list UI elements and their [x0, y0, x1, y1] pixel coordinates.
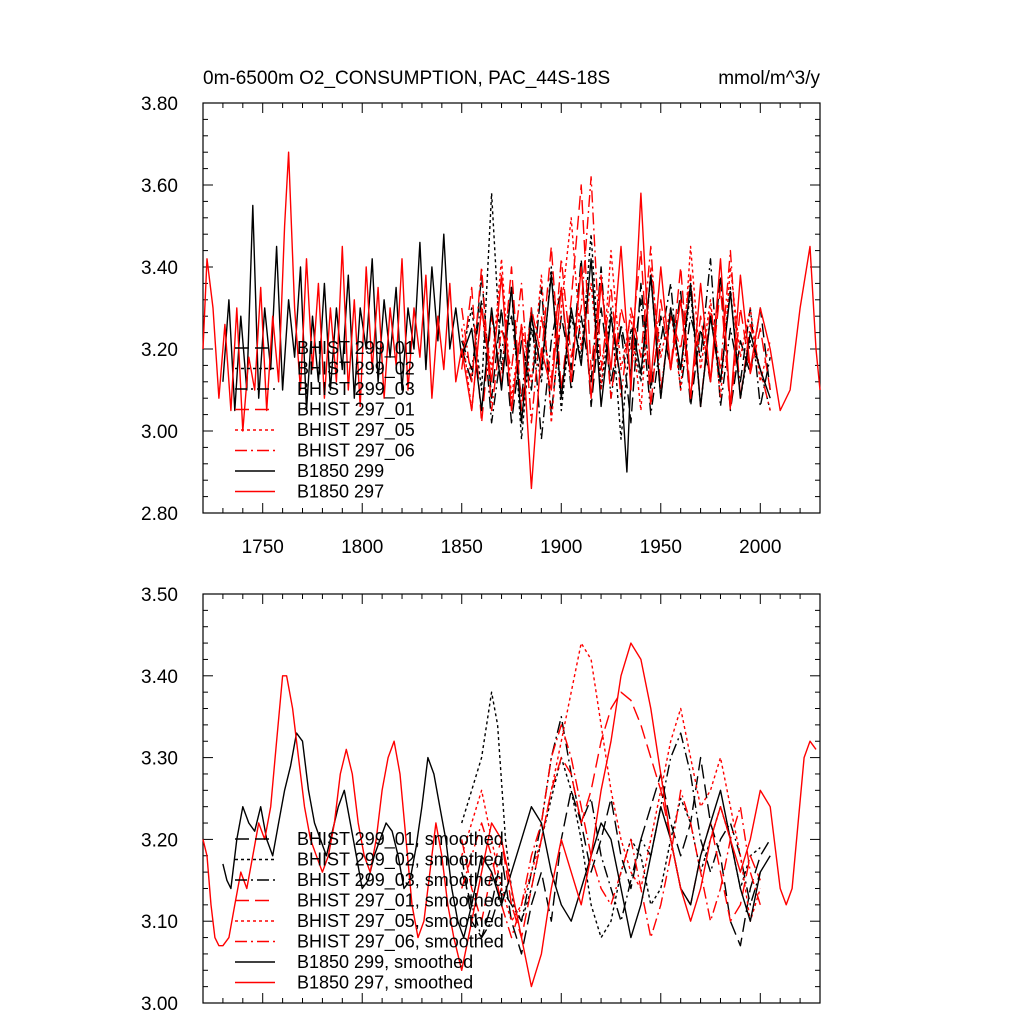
series-line: [461, 756, 771, 955]
legend-label: BHIST 297_06, smoothed: [297, 932, 504, 953]
y-tick-label: 3.30: [141, 749, 178, 770]
series-line: [461, 258, 771, 440]
legend-label: BHIST 297_06: [297, 441, 415, 462]
legend-label: B1850 297, smoothed: [297, 973, 473, 993]
y-tick-label: 3.20: [141, 830, 178, 851]
x-tick-label: 2000: [739, 537, 781, 558]
y-tick-label: 3.00: [141, 994, 178, 1015]
x-tick-label: 1750: [242, 537, 284, 558]
series-line: [461, 724, 761, 939]
legend-label: BHIST 297_05: [297, 420, 415, 441]
top-panel: 2.80 3.00 3.20 3.40 3.60 3.80 1750 1800 1850 1900…: [141, 94, 821, 558]
legend-label: BHIST 299_03, smoothed: [297, 870, 504, 891]
x-tick-label: 1850: [441, 537, 483, 558]
series-line: [202, 642, 817, 988]
legend-label: BHIST 299_02, smoothed: [297, 850, 504, 871]
legend-label: BHIST 299_01, smoothed: [297, 829, 504, 850]
series-line: [222, 732, 771, 939]
legend-label: B1850 297: [297, 482, 384, 502]
plot-frame: [202, 593, 821, 1004]
series-line: [202, 151, 821, 490]
legend-label: BHIST 297_01, smoothed: [297, 891, 504, 912]
y-tick-label: 3.50: [141, 585, 178, 606]
bottom-panel: 3.00 3.10 3.20 3.30 3.40 3.50 BHIST 299_01, sm…: [141, 585, 821, 1015]
legend-label: BHIST 299_02: [297, 359, 415, 380]
legend-label: B1850 299: [297, 461, 384, 481]
chart-units: mmol/m^3/y: [718, 68, 820, 89]
legend-label: BHIST 297_05, smoothed: [297, 911, 504, 932]
series-line: [222, 204, 771, 473]
y-tick-label: 3.40: [141, 667, 178, 688]
series-line: [461, 642, 761, 922]
x-tick-label: 1800: [341, 537, 383, 558]
legend-label: BHIST 299_01: [297, 338, 415, 359]
x-tick-label: 1900: [540, 537, 582, 558]
series-line: [461, 716, 761, 939]
legend-label: B1850 299, smoothed: [297, 952, 473, 972]
y-tick-label: 3.60: [141, 176, 178, 197]
y-tick-label: 3.10: [141, 912, 178, 933]
series-line: [461, 176, 771, 424]
chart-title: 0m-6500m O2_CONSUMPTION, PAC_44S-18S: [203, 68, 610, 89]
y-tick-label: 3.40: [141, 258, 178, 279]
y-tick-label: 3.20: [141, 340, 178, 361]
y-tick-label: 3.80: [141, 94, 178, 115]
legend-label: BHIST 299_03: [297, 379, 415, 400]
legend-label: BHIST 297_01: [297, 400, 415, 421]
x-tick-label: 1950: [640, 537, 682, 558]
plot-frame: [202, 102, 821, 514]
y-tick-label: 3.00: [141, 422, 178, 443]
y-tick-label: 2.80: [141, 504, 178, 525]
